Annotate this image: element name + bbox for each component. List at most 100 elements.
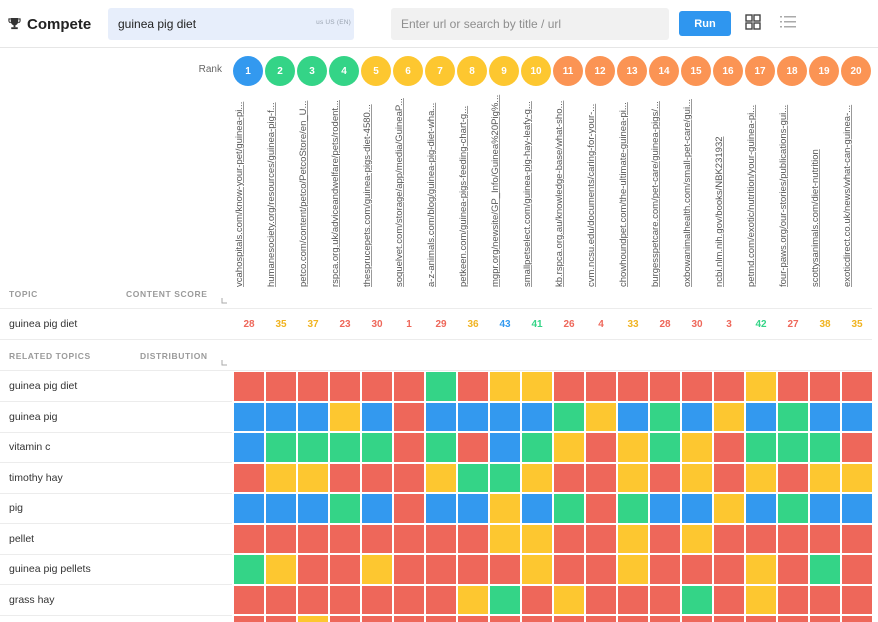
distribution-cell[interactable] xyxy=(362,494,392,523)
distribution-cell[interactable] xyxy=(746,555,776,584)
distribution-cell[interactable] xyxy=(234,402,264,431)
distribution-cell[interactable] xyxy=(362,555,392,584)
distribution-cell[interactable] xyxy=(682,372,712,401)
distribution-cell[interactable] xyxy=(778,372,808,401)
distribution-cell[interactable] xyxy=(266,463,296,492)
competitor-url-link[interactable]: ncbi.nlm.nih.gov/books/NBK231932 xyxy=(714,136,725,287)
distribution-cell[interactable] xyxy=(458,616,488,622)
list-view-icon[interactable] xyxy=(780,14,796,30)
distribution-cell[interactable] xyxy=(394,402,424,431)
distribution-cell[interactable] xyxy=(426,463,456,492)
distribution-cell[interactable] xyxy=(266,524,296,553)
distribution-cell[interactable] xyxy=(522,494,552,523)
distribution-cell[interactable] xyxy=(490,402,520,431)
distribution-cell[interactable] xyxy=(714,524,744,553)
distribution-cell[interactable] xyxy=(426,402,456,431)
url-search-input[interactable] xyxy=(401,8,661,40)
distribution-cell[interactable] xyxy=(458,463,488,492)
distribution-cell[interactable] xyxy=(682,616,712,622)
distribution-cell[interactable] xyxy=(714,555,744,584)
locale-selector[interactable]: us US (EN) xyxy=(316,19,351,26)
distribution-cell[interactable] xyxy=(778,524,808,553)
distribution-cell[interactable] xyxy=(394,585,424,614)
distribution-cell[interactable] xyxy=(842,494,872,523)
distribution-cell[interactable] xyxy=(650,524,680,553)
distribution-cell[interactable] xyxy=(618,524,648,553)
distribution-cell[interactable] xyxy=(426,524,456,553)
distribution-cell[interactable] xyxy=(746,463,776,492)
distribution-cell[interactable] xyxy=(330,402,360,431)
distribution-cell[interactable] xyxy=(586,616,616,622)
distribution-cell[interactable] xyxy=(458,402,488,431)
competitor-url-link[interactable]: petco.com/content/petco/PetcoStore/en_U.… xyxy=(298,100,309,287)
grid-view-icon[interactable] xyxy=(745,14,761,30)
competitor-url-link[interactable]: vcahospitals.com/know-your-pet/guinea-pi… xyxy=(234,101,245,287)
distribution-cell[interactable] xyxy=(746,402,776,431)
distribution-cell[interactable] xyxy=(618,372,648,401)
distribution-cell[interactable] xyxy=(810,555,840,584)
competitor-url-link[interactable]: smallpetselect.com/guinea-pig-hay-leafy-… xyxy=(522,101,533,287)
distribution-cell[interactable] xyxy=(650,463,680,492)
distribution-cell[interactable] xyxy=(298,524,328,553)
distribution-cell[interactable] xyxy=(234,463,264,492)
distribution-cell[interactable] xyxy=(682,585,712,614)
distribution-cell[interactable] xyxy=(746,585,776,614)
competitor-url-link[interactable]: exoticdirect.co.uk/news/what-can-guinea-… xyxy=(842,104,853,287)
competitor-url-link[interactable]: cvm.ncsu.edu/documents/caring-for-your-.… xyxy=(586,103,597,287)
distribution-cell[interactable] xyxy=(490,524,520,553)
distribution-cell[interactable] xyxy=(266,616,296,622)
distribution-cell[interactable] xyxy=(650,372,680,401)
distribution-cell[interactable] xyxy=(586,585,616,614)
distribution-cell[interactable] xyxy=(234,585,264,614)
distribution-cell[interactable] xyxy=(362,463,392,492)
distribution-cell[interactable] xyxy=(778,402,808,431)
distribution-cell[interactable] xyxy=(362,402,392,431)
distribution-cell[interactable] xyxy=(522,616,552,622)
distribution-cell[interactable] xyxy=(362,524,392,553)
url-search-field[interactable] xyxy=(391,8,669,40)
distribution-cell[interactable] xyxy=(554,402,584,431)
sort-icon[interactable] xyxy=(221,360,227,366)
distribution-cell[interactable] xyxy=(330,555,360,584)
distribution-cell[interactable] xyxy=(778,616,808,622)
distribution-cell[interactable] xyxy=(586,494,616,523)
distribution-cell[interactable] xyxy=(234,524,264,553)
distribution-cell[interactable] xyxy=(362,616,392,622)
distribution-cell[interactable] xyxy=(842,402,872,431)
distribution-cell[interactable] xyxy=(746,524,776,553)
distribution-cell[interactable] xyxy=(330,372,360,401)
distribution-cell[interactable] xyxy=(266,555,296,584)
distribution-cell[interactable] xyxy=(362,585,392,614)
distribution-cell[interactable] xyxy=(298,463,328,492)
distribution-cell[interactable] xyxy=(458,555,488,584)
distribution-cell[interactable] xyxy=(586,463,616,492)
distribution-cell[interactable] xyxy=(522,524,552,553)
competitor-url-link[interactable]: mgpr.org/newsite/GP_Info/Guinea%20Pig%..… xyxy=(490,94,501,287)
competitor-url-link[interactable]: a-z-animals.com/blog/guinea-pig-diet-wha… xyxy=(426,102,437,287)
distribution-cell[interactable] xyxy=(778,585,808,614)
distribution-cell[interactable] xyxy=(266,402,296,431)
distribution-cell[interactable] xyxy=(394,494,424,523)
competitor-url-link[interactable]: four-paws.org/our-stories/publications-g… xyxy=(778,104,789,287)
competitor-url-link[interactable]: scottysanimals.com/diet-nutrition xyxy=(810,149,821,287)
competitor-url-link[interactable]: petmd.com/exotic/nutrition/your-guinea-p… xyxy=(746,104,757,287)
distribution-cell[interactable] xyxy=(426,494,456,523)
distribution-cell[interactable] xyxy=(234,616,264,622)
distribution-cell[interactable] xyxy=(298,372,328,401)
distribution-cell[interactable] xyxy=(362,372,392,401)
distribution-cell[interactable] xyxy=(330,616,360,622)
distribution-cell[interactable] xyxy=(458,524,488,553)
distribution-cell[interactable] xyxy=(266,372,296,401)
competitor-url-link[interactable]: kb.rspca.org.au/knowledge-base/what-sho.… xyxy=(554,100,565,287)
distribution-cell[interactable] xyxy=(810,463,840,492)
distribution-cell[interactable] xyxy=(618,555,648,584)
distribution-cell[interactable] xyxy=(682,494,712,523)
distribution-cell[interactable] xyxy=(554,372,584,401)
distribution-cell[interactable] xyxy=(426,585,456,614)
distribution-cell[interactable] xyxy=(778,463,808,492)
distribution-cell[interactable] xyxy=(234,494,264,523)
distribution-cell[interactable] xyxy=(490,433,520,462)
competitor-url-link[interactable]: soquelvet.com/storage/app/media/GuineaP.… xyxy=(394,98,405,287)
distribution-cell[interactable] xyxy=(394,372,424,401)
distribution-cell[interactable] xyxy=(650,433,680,462)
